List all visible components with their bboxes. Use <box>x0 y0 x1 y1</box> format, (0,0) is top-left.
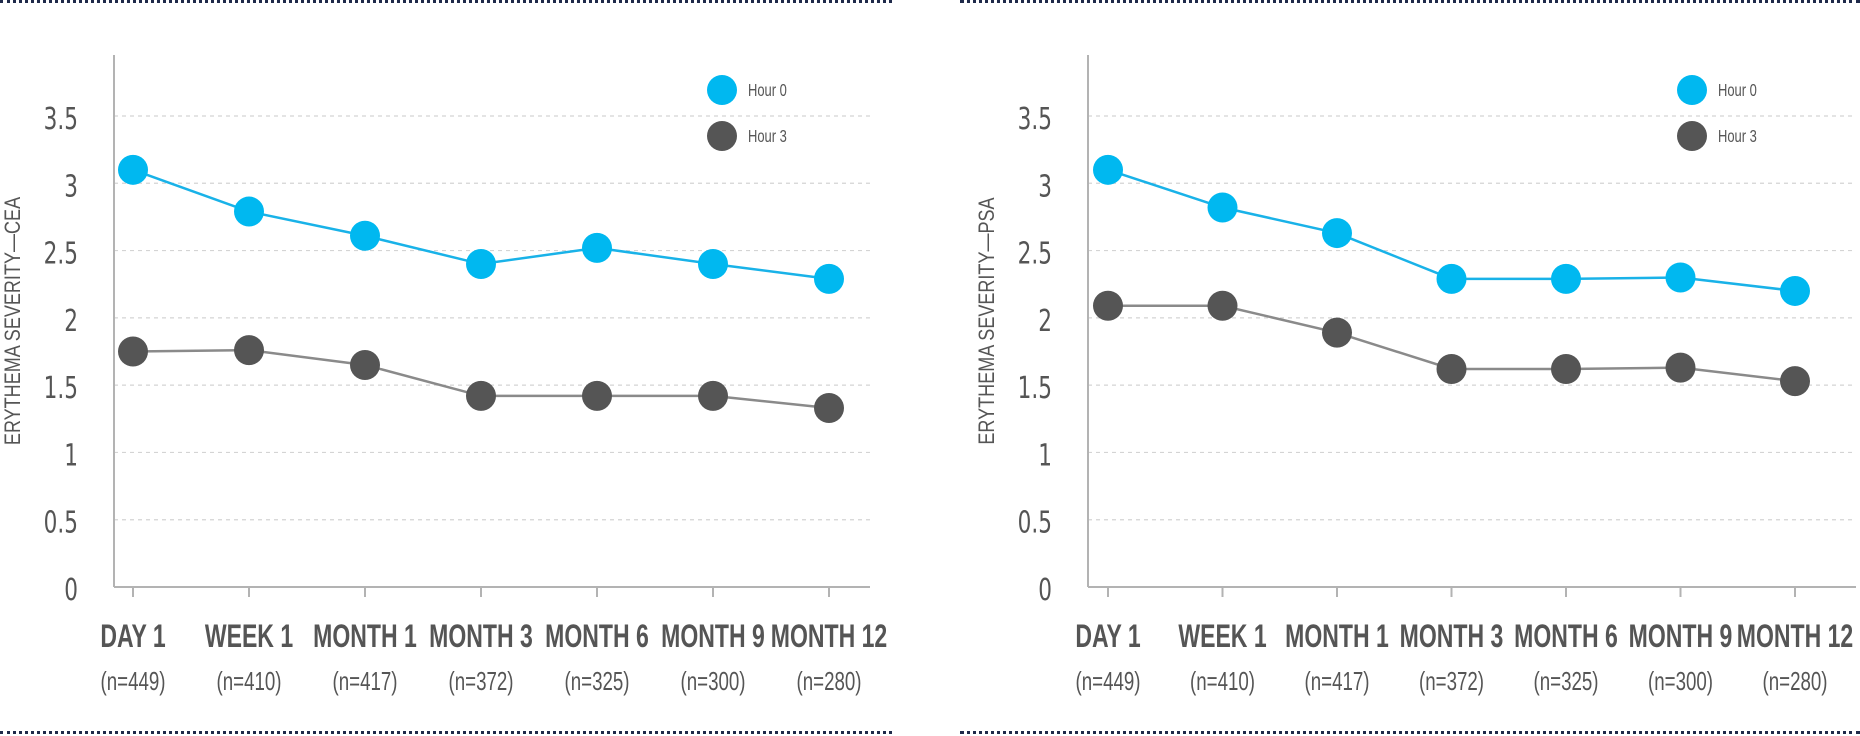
data-point-hour-3 <box>1207 290 1238 321</box>
chart-panel-cea: 0 0.5 1 1.5 2 2.5 3 3.5 ERYTHEMA SEVERITY—CEA DAY… <box>0 0 900 736</box>
x-tick-label: MONTH 6 <box>545 618 649 654</box>
data-point-hour-0 <box>1207 192 1238 223</box>
legend-marker <box>1677 75 1707 105</box>
data-point-hour-3 <box>582 380 612 411</box>
x-tick-label: WEEK 1 <box>1178 618 1266 654</box>
data-point-hour-0 <box>1322 218 1352 249</box>
data-point-hour-3 <box>698 380 728 411</box>
data-point-hour-0 <box>1551 263 1581 294</box>
y-tick-label: 3.5 <box>44 103 78 137</box>
y-tick-label: 2.5 <box>1018 237 1052 271</box>
dotted-rule-top <box>960 0 1860 3</box>
y-tick-label: 2 <box>64 304 78 338</box>
data-point-hour-0 <box>350 220 380 251</box>
legend-marker <box>707 75 737 105</box>
data-point-hour-3 <box>1436 353 1467 384</box>
x-tick-sample-size: (n=410) <box>216 666 281 696</box>
data-point-hour-3 <box>1780 366 1810 397</box>
y-tick-label: 0 <box>64 574 78 608</box>
x-tick-sample-size: (n=410) <box>1190 666 1255 696</box>
y-tick-label: 0.5 <box>44 506 78 540</box>
x-tick-sample-size: (n=300) <box>1648 666 1713 696</box>
x-tick-sample-size: (n=300) <box>680 666 745 696</box>
x-tick-sample-size: (n=372) <box>448 666 513 696</box>
x-tick-sample-size: (n=449) <box>100 666 165 696</box>
x-tick-label: MONTH 9 <box>1629 618 1733 654</box>
y-tick-label: 2 <box>1038 304 1052 338</box>
y-tick-label: 1 <box>1038 439 1052 473</box>
x-tick-label: DAY 1 <box>100 618 165 654</box>
x-tick-label: MONTH 1 <box>313 618 417 654</box>
line-chart-psa: 0 0.5 1 1.5 2 2.5 3 3.5 ERYTHEMA SEVERITY—PSA DAY… <box>975 55 1856 696</box>
y-tick-label: 1 <box>64 439 78 473</box>
x-tick-sample-size: (n=417) <box>332 666 397 696</box>
legend-label: Hour 0 <box>748 81 787 101</box>
data-point-hour-0 <box>814 263 844 294</box>
x-tick-label: MONTH 1 <box>1285 618 1389 654</box>
data-point-hour-0 <box>1780 275 1810 306</box>
x-tick-sample-size: (n=449) <box>1075 666 1140 696</box>
data-point-hour-0 <box>1436 263 1467 294</box>
x-tick-sample-size: (n=417) <box>1304 666 1369 696</box>
x-tick-label: MONTH 3 <box>429 618 533 654</box>
x-tick-label: DAY 1 <box>1075 618 1140 654</box>
legend-marker <box>707 121 737 151</box>
y-tick-label: 3 <box>64 170 78 204</box>
data-point-hour-3 <box>466 380 496 411</box>
y-tick-label: 0.5 <box>1018 506 1052 540</box>
data-point-hour-3 <box>1551 353 1581 384</box>
data-point-hour-0 <box>234 196 264 227</box>
x-tick-label: MONTH 6 <box>1514 618 1618 654</box>
x-tick-sample-size: (n=372) <box>1419 666 1484 696</box>
y-tick-label: 0 <box>1038 574 1052 608</box>
x-tick-label: MONTH 12 <box>1737 618 1853 654</box>
data-point-hour-0 <box>118 154 148 185</box>
x-tick-label: MONTH 12 <box>771 618 887 654</box>
dotted-rule-bottom <box>960 731 1860 734</box>
data-point-hour-3 <box>118 336 148 367</box>
y-axis-title: ERYTHEMA SEVERITY—PSA <box>975 197 999 445</box>
data-point-hour-0 <box>698 249 728 280</box>
data-point-hour-3 <box>814 393 844 424</box>
x-tick-sample-size: (n=280) <box>1762 666 1827 696</box>
y-tick-label: 3 <box>1038 170 1052 204</box>
data-point-hour-3 <box>234 335 264 366</box>
data-point-hour-3 <box>1093 290 1123 321</box>
legend-label: Hour 3 <box>1718 127 1757 147</box>
y-axis-title: ERYTHEMA SEVERITY—CEA <box>1 196 25 445</box>
y-tick-label: 3.5 <box>1018 103 1052 137</box>
x-tick-sample-size: (n=325) <box>564 666 629 696</box>
data-point-hour-0 <box>1665 262 1696 293</box>
data-point-hour-3 <box>350 349 380 380</box>
data-point-hour-0 <box>1093 154 1123 185</box>
legend-label: Hour 3 <box>748 127 787 147</box>
y-tick-label: 1.5 <box>44 372 78 406</box>
x-tick-label: MONTH 3 <box>1400 618 1504 654</box>
legend-label: Hour 0 <box>1718 81 1757 101</box>
chart-panel-psa: 0 0.5 1 1.5 2 2.5 3 3.5 ERYTHEMA SEVERITY—PSA DAY… <box>960 0 1860 736</box>
data-point-hour-3 <box>1322 317 1352 348</box>
x-tick-label: WEEK 1 <box>205 618 293 654</box>
dotted-rule-top <box>0 0 892 3</box>
x-tick-sample-size: (n=325) <box>1533 666 1598 696</box>
y-tick-label: 2.5 <box>44 237 78 271</box>
data-point-hour-3 <box>1665 352 1696 383</box>
dotted-rule-bottom <box>0 731 892 734</box>
data-point-hour-0 <box>582 232 612 263</box>
x-tick-sample-size: (n=280) <box>796 666 861 696</box>
legend-marker <box>1677 121 1707 151</box>
x-tick-label: MONTH 9 <box>661 618 765 654</box>
data-point-hour-0 <box>466 249 496 280</box>
line-chart-cea: 0 0.5 1 1.5 2 2.5 3 3.5 ERYTHEMA SEVERITY—CEA DAY… <box>1 55 887 696</box>
y-tick-label: 1.5 <box>1018 372 1052 406</box>
